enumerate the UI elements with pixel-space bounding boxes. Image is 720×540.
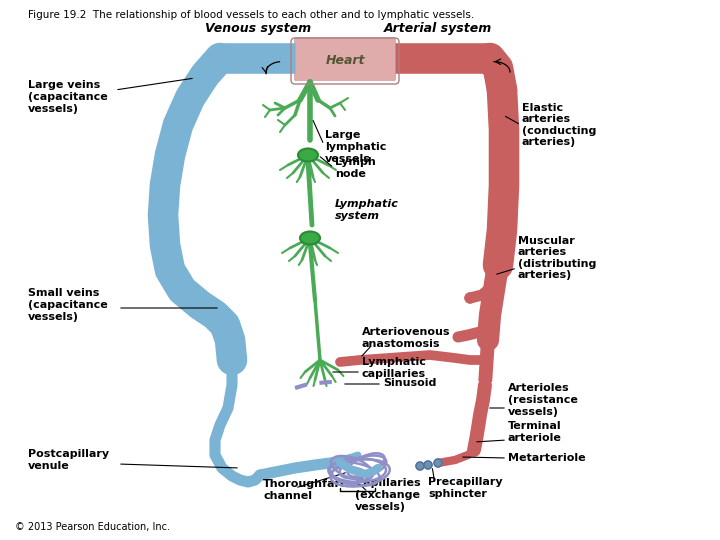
FancyBboxPatch shape bbox=[294, 39, 396, 81]
FancyBboxPatch shape bbox=[294, 39, 396, 81]
FancyBboxPatch shape bbox=[294, 40, 396, 81]
Ellipse shape bbox=[298, 148, 318, 161]
Circle shape bbox=[485, 336, 492, 343]
Text: Venous system: Venous system bbox=[205, 22, 311, 35]
FancyBboxPatch shape bbox=[294, 38, 396, 81]
FancyBboxPatch shape bbox=[294, 38, 396, 81]
FancyBboxPatch shape bbox=[294, 38, 396, 81]
FancyBboxPatch shape bbox=[294, 41, 396, 81]
Ellipse shape bbox=[300, 232, 320, 245]
Text: Lymphatic
system: Lymphatic system bbox=[335, 199, 399, 221]
Text: Arterioles
(resistance
vessels): Arterioles (resistance vessels) bbox=[508, 383, 578, 416]
FancyBboxPatch shape bbox=[294, 38, 396, 81]
Text: Large veins
(capacitance
vessels): Large veins (capacitance vessels) bbox=[28, 80, 108, 113]
FancyBboxPatch shape bbox=[294, 37, 396, 81]
Text: Small veins
(capacitance
vessels): Small veins (capacitance vessels) bbox=[28, 288, 108, 322]
Text: Lymphatic
capillaries: Lymphatic capillaries bbox=[362, 357, 426, 379]
Circle shape bbox=[416, 462, 424, 470]
Text: Lymph
node: Lymph node bbox=[335, 157, 376, 179]
FancyBboxPatch shape bbox=[294, 40, 396, 81]
FancyBboxPatch shape bbox=[294, 39, 396, 81]
Text: Precapillary
sphincter: Precapillary sphincter bbox=[428, 477, 503, 499]
Text: Large
lymphatic
vessels: Large lymphatic vessels bbox=[325, 130, 387, 164]
Text: Metarteriole: Metarteriole bbox=[508, 453, 585, 463]
Text: Postcapillary
venule: Postcapillary venule bbox=[28, 449, 109, 471]
Circle shape bbox=[484, 373, 491, 380]
Text: © 2013 Pearson Education, Inc.: © 2013 Pearson Education, Inc. bbox=[15, 522, 170, 532]
FancyBboxPatch shape bbox=[294, 41, 396, 81]
FancyBboxPatch shape bbox=[294, 40, 396, 81]
FancyBboxPatch shape bbox=[294, 39, 396, 81]
Circle shape bbox=[485, 348, 491, 355]
Text: Heart: Heart bbox=[325, 55, 365, 68]
Circle shape bbox=[484, 384, 490, 391]
Text: Capillaries
(exchange
vessels): Capillaries (exchange vessels) bbox=[355, 478, 420, 511]
Text: Arteriovenous
anastomosis: Arteriovenous anastomosis bbox=[362, 327, 451, 349]
Text: Sinusoid: Sinusoid bbox=[383, 378, 436, 388]
FancyBboxPatch shape bbox=[294, 39, 396, 81]
Text: Terminal
arteriole: Terminal arteriole bbox=[508, 421, 562, 443]
Text: Elastic
arteries
(conducting
arteries): Elastic arteries (conducting arteries) bbox=[522, 103, 596, 147]
Text: Muscular
arteries
(distributing
arteries): Muscular arteries (distributing arteries… bbox=[518, 235, 596, 280]
FancyBboxPatch shape bbox=[294, 38, 396, 81]
FancyBboxPatch shape bbox=[294, 37, 396, 81]
FancyBboxPatch shape bbox=[294, 40, 396, 81]
Circle shape bbox=[465, 293, 475, 303]
Circle shape bbox=[454, 333, 462, 341]
Circle shape bbox=[434, 459, 442, 467]
Text: Figure 19.2  The relationship of blood vessels to each other and to lymphatic ve: Figure 19.2 The relationship of blood ve… bbox=[28, 10, 474, 20]
Text: Thoroughfare
channel: Thoroughfare channel bbox=[263, 479, 348, 501]
Circle shape bbox=[424, 461, 432, 469]
Circle shape bbox=[484, 361, 491, 368]
FancyBboxPatch shape bbox=[294, 37, 396, 81]
FancyBboxPatch shape bbox=[294, 40, 396, 81]
Text: Arterial system: Arterial system bbox=[384, 22, 492, 35]
